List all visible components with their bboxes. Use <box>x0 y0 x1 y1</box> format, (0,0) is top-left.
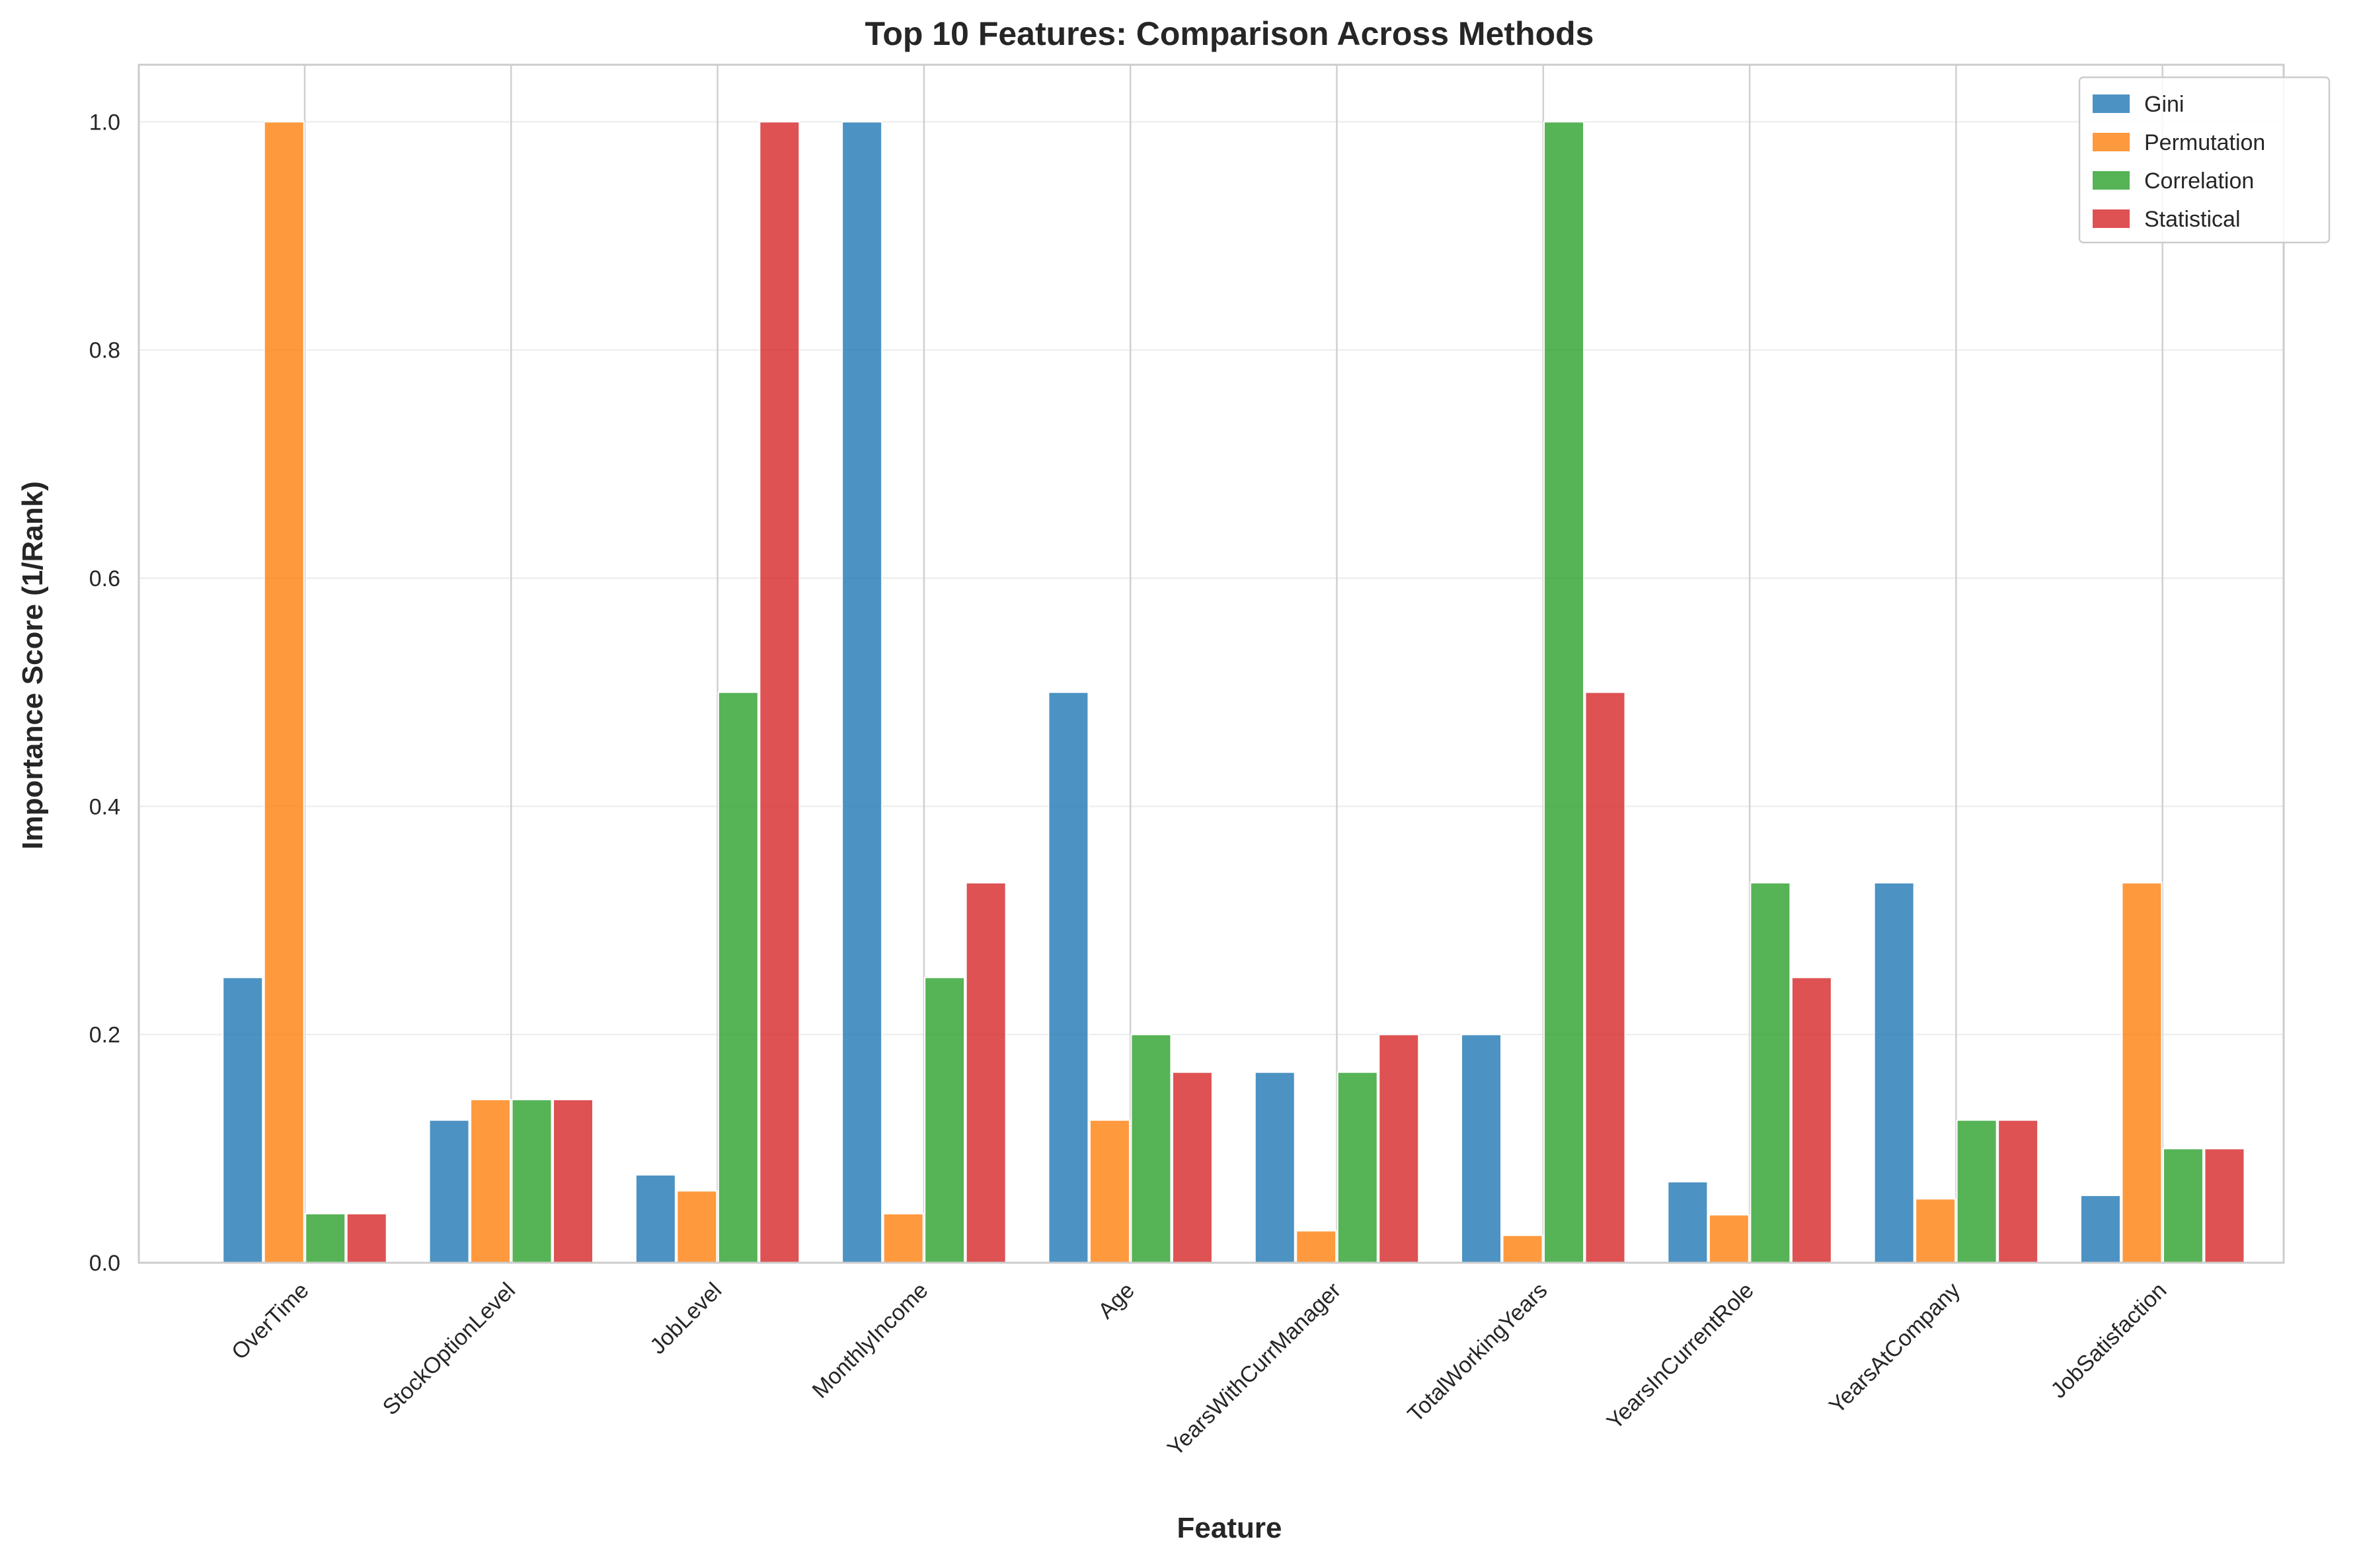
x-tick-label: YearsInCurrentRole <box>1602 1278 1759 1435</box>
bar-statistical <box>965 882 1007 1263</box>
bar-gini <box>1254 1071 1296 1263</box>
chart-title: Top 10 Features: Comparison Across Metho… <box>865 15 1594 52</box>
y-tick-label: 0.6 <box>89 566 120 591</box>
y-tick-label: 1.0 <box>89 110 120 135</box>
y-axis-label: Importance Score (1/Rank) <box>17 481 49 850</box>
bar-gini <box>2079 1195 2121 1264</box>
legend: Gini Permutation Correlation Statistical <box>2078 76 2331 244</box>
legend-swatch-permutation <box>2093 133 2130 151</box>
bar-gini <box>222 977 264 1264</box>
bar-correlation <box>1750 882 1791 1263</box>
bar-statistical <box>346 1213 387 1263</box>
x-tick-label: StockOptionLevel <box>378 1278 520 1420</box>
x-tick-label: YearsAtCompany <box>1824 1278 1965 1419</box>
x-tick-label: TotalWorkingYears <box>1403 1278 1552 1427</box>
bar-permutation <box>1708 1214 1750 1263</box>
bar-permutation <box>263 121 305 1263</box>
bar-permutation <box>676 1190 718 1263</box>
x-tick-label: JobSatisfaction <box>2046 1278 2171 1403</box>
bar-permutation <box>1502 1234 1543 1264</box>
grid <box>139 65 2284 1263</box>
bar-correlation <box>2162 1148 2204 1264</box>
x-tick-label: MonthlyIncome <box>808 1278 933 1403</box>
legend-box <box>2078 76 2331 244</box>
y-tick-label: 0.2 <box>89 1023 120 1048</box>
bar-permutation <box>1296 1230 1337 1263</box>
plot-frame <box>137 63 2285 1264</box>
bar-statistical <box>2204 1148 2245 1264</box>
bar-permutation <box>882 1213 924 1263</box>
y-tick-label: 0.4 <box>89 794 120 819</box>
bar-permutation <box>470 1099 512 1263</box>
bar-permutation <box>1089 1119 1130 1263</box>
bar-correlation <box>1130 1033 1172 1263</box>
legend-label-gini: Gini <box>2144 92 2184 117</box>
y-tick-label: 0.8 <box>89 338 120 363</box>
x-axis-label: Feature <box>1177 1512 1282 1544</box>
bar-correlation <box>1336 1071 1378 1263</box>
bar-statistical <box>1997 1119 2039 1263</box>
bar-statistical <box>1791 977 1832 1264</box>
bar-statistical <box>1378 1033 1420 1263</box>
legend-label-statistical: Statistical <box>2144 207 2241 232</box>
bar-gini <box>1048 691 1089 1263</box>
x-tick-label: OverTime <box>227 1278 314 1365</box>
bar-correlation <box>1543 121 1585 1263</box>
legend-swatch-gini <box>2093 94 2130 113</box>
bar-correlation <box>924 977 966 1264</box>
bars <box>222 121 2245 1264</box>
bar-correlation <box>305 1213 346 1263</box>
bar-gini <box>428 1119 470 1263</box>
bar-gini <box>1667 1181 1709 1263</box>
bar-statistical <box>553 1099 594 1263</box>
bar-gini <box>841 121 883 1263</box>
bar-gini <box>635 1174 676 1263</box>
bar-statistical <box>1584 691 1626 1263</box>
x-tick-label: Age <box>1093 1278 1140 1324</box>
legend-swatch-statistical <box>2093 209 2130 228</box>
x-tick-label: YearsWithCurrManager <box>1163 1278 1346 1461</box>
bar-gini <box>1461 1033 1502 1263</box>
bar-correlation <box>717 691 759 1263</box>
bar-gini <box>1873 882 1915 1263</box>
y-tick-label: 0.0 <box>89 1251 120 1276</box>
bar-permutation <box>2121 882 2163 1263</box>
legend-label-correlation: Correlation <box>2144 168 2254 194</box>
bar-correlation <box>511 1099 553 1263</box>
bar-correlation <box>1956 1119 1997 1263</box>
bar-statistical <box>1171 1071 1213 1263</box>
bar-permutation <box>1915 1198 1956 1263</box>
x-tick-label: JobLevel <box>645 1278 726 1359</box>
legend-swatch-correlation <box>2093 171 2130 190</box>
bar-statistical <box>759 121 800 1263</box>
legend-label-permutation: Permutation <box>2144 130 2265 155</box>
